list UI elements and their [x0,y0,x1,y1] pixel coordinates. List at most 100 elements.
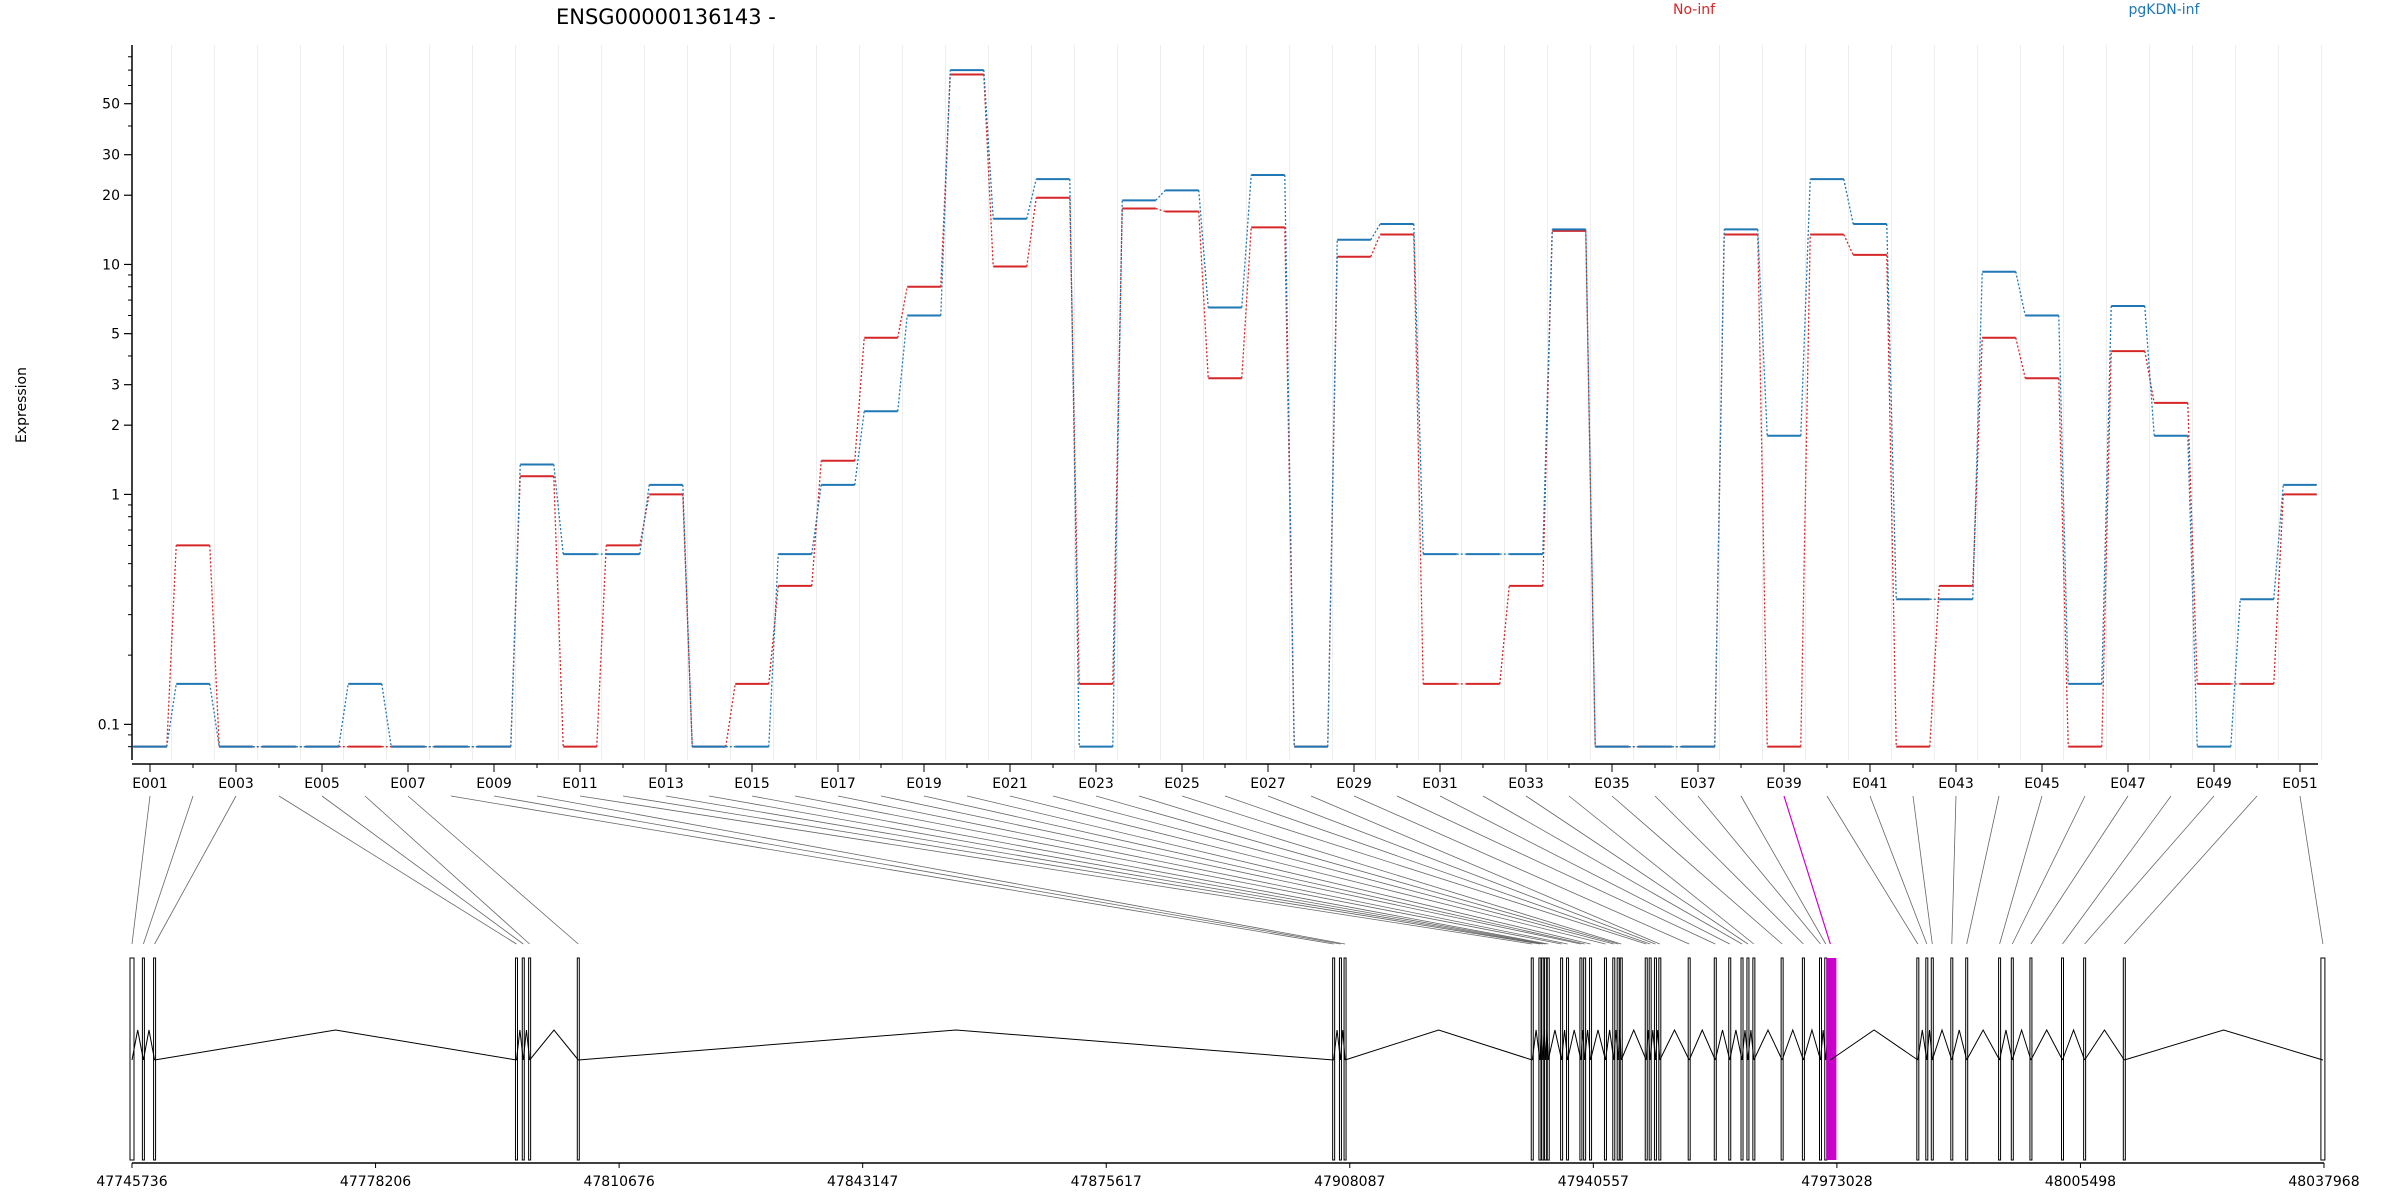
exon-connector [1482,795,1743,945]
exon [2122,957,2126,1161]
data-connector [1370,234,1381,258]
intron [1931,1028,1953,1061]
y-tick-label: 20 [102,188,120,204]
x-tick-label: E003 [218,776,254,792]
data-connector [2144,305,2155,436]
exon-connector [794,795,1562,945]
exon [1780,957,1784,1161]
y-tick-label: 10 [102,257,120,273]
exon-connector [1095,795,1619,945]
intron [1753,1028,1783,1061]
x-tick-label: E011 [562,776,598,792]
exon [1538,957,1542,1161]
data-connector [1886,223,1897,600]
exon-connector [1009,795,1606,945]
data-connector [1026,178,1037,219]
data-connector [1972,337,1983,586]
exon [1612,957,1616,1161]
exon [1530,957,1534,1161]
intron [2011,1028,2032,1061]
coord-label: 47843147 [827,1174,898,1190]
x-tick-label: E041 [1852,776,1888,792]
intron [1659,1028,1690,1061]
exon-connector [407,795,579,945]
data-connector [2101,351,2112,747]
intron [1344,1029,1533,1061]
x-tick-label: E015 [734,776,770,792]
data-connector [381,683,392,747]
exon-connector [1740,795,1827,945]
exon-connector [364,795,530,945]
exon-connector [131,795,151,945]
data-connector [2058,378,2069,747]
data-connector [768,554,779,747]
data-connector [2144,350,2155,404]
coord-label: 47908087 [1314,1174,1385,1190]
x-tick-label: E021 [992,776,1028,792]
exon [129,957,135,1161]
intron [1951,1029,1968,1061]
x-tick-label: E033 [1508,776,1544,792]
data-connector [209,683,220,747]
x-tick-label: E051 [2282,776,2318,792]
data-connector [1026,197,1037,267]
series-pgkdn-inf [133,69,2317,748]
intron [1567,1029,1582,1061]
exon [1619,957,1623,1161]
data-connector [1972,271,1983,600]
exon [2320,957,2326,1161]
exon-connector [1224,795,1651,945]
data-connector [1800,234,1811,747]
exon [1930,957,1934,1161]
x-tick-label: E043 [1938,776,1974,792]
exon [1648,957,1652,1161]
exon-connector [708,795,1546,945]
exon [1560,957,1564,1161]
data-connector [1327,239,1338,747]
intron [142,1029,156,1061]
exon-connector [1267,795,1656,945]
exon-connector [1052,795,1614,945]
exon [153,957,157,1161]
data-connector [553,464,564,555]
intron [131,1029,144,1061]
data-connector [1069,179,1080,747]
exon [2010,957,2014,1161]
y-axis: 0.1 1 2 3 5 10 20 30 50 [98,45,133,760]
exon [1589,957,1593,1161]
intron [2084,1029,2125,1061]
exon [1998,957,2002,1161]
x-tick-label: E007 [390,776,426,792]
exon [1746,957,1750,1161]
exon [1616,957,1620,1161]
exon-connector [837,795,1568,945]
data-connector [2015,337,2026,379]
data-connector [1757,234,1768,747]
data-connector [1241,227,1252,379]
exon-connector [1396,795,1716,945]
x-axis: E001 E003 E005 E007 E009 E011 E013 E015 E017 E019… [132,763,2318,792]
data-connector [338,683,349,747]
exon-connector [1310,795,1660,945]
coord-label: 47810676 [583,1174,654,1190]
x-tick-label: E049 [2196,776,2232,792]
y-tick-label: 30 [102,148,120,164]
x-tick-label: E045 [2024,776,2060,792]
data-connector [166,683,177,747]
exon [1687,957,1691,1161]
exon-connector [1697,795,1821,945]
intron [2062,1028,2086,1061]
data-connector [209,545,220,747]
exon-connector [450,795,1334,945]
exon-connector [880,795,1581,945]
intron [1781,1028,1804,1061]
exon-connector [923,795,1585,945]
exon [1950,957,1954,1161]
y-tick-label: 0.1 [98,717,120,733]
intron [1729,1029,1743,1061]
x-tick-label: E027 [1250,776,1286,792]
y-axis-label: Expression [14,367,30,443]
x-tick-label: E039 [1766,776,1802,792]
exon-connector [321,795,524,945]
data-connector [1800,179,1811,436]
